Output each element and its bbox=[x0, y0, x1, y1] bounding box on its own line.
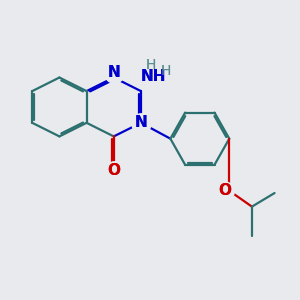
Text: N: N bbox=[107, 65, 120, 80]
Text: H: H bbox=[161, 64, 171, 78]
Text: N: N bbox=[107, 65, 120, 80]
Text: O: O bbox=[218, 183, 231, 198]
Text: N: N bbox=[135, 115, 147, 130]
Text: H: H bbox=[146, 58, 156, 72]
Text: N: N bbox=[135, 115, 147, 130]
Text: O: O bbox=[107, 163, 120, 178]
Text: NH: NH bbox=[141, 69, 166, 84]
Text: O: O bbox=[218, 183, 231, 198]
Text: O: O bbox=[107, 163, 120, 178]
Text: H: H bbox=[146, 58, 156, 72]
Text: H: H bbox=[161, 64, 171, 78]
Text: NH: NH bbox=[141, 69, 166, 84]
